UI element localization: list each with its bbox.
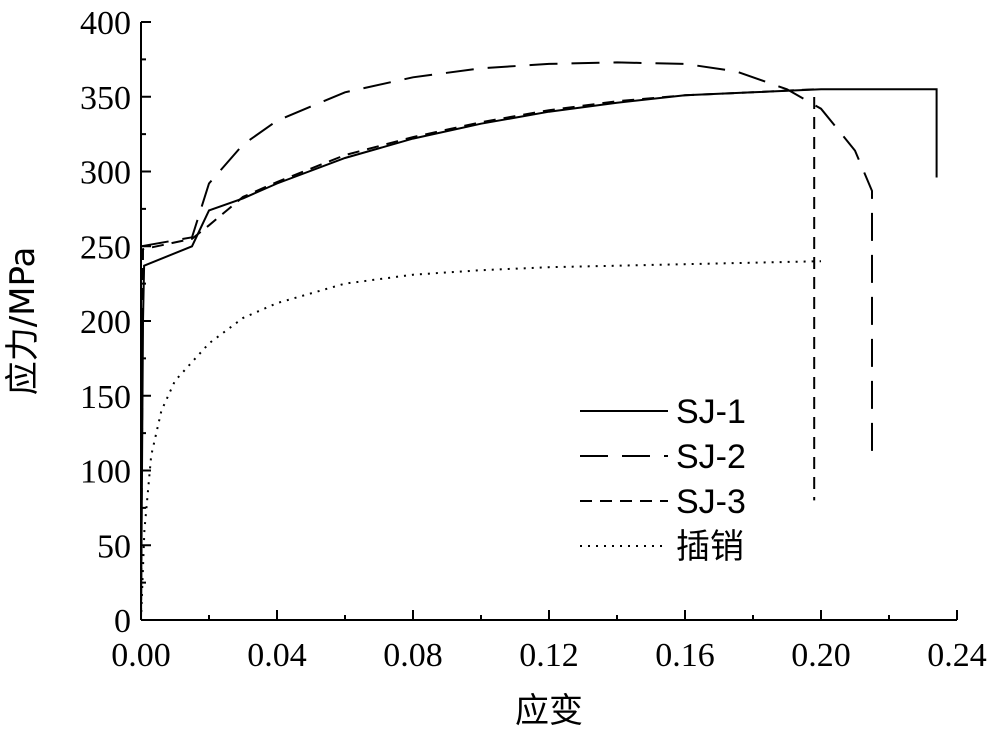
x-tick-label: 0.12 xyxy=(519,637,579,674)
x-tick-label: 0.16 xyxy=(655,637,715,674)
y-ticks: 0 50 100 150 200 250 300 350 400 xyxy=(80,5,151,640)
legend-label-1: SJ-1 xyxy=(676,393,746,431)
y-tick-label: 100 xyxy=(80,454,131,491)
legend: SJ-1 SJ-2 SJ-3 插销 xyxy=(580,393,746,567)
x-tick-label: 0.24 xyxy=(927,637,987,674)
y-tick-label: 350 xyxy=(80,80,131,117)
legend-label-2: SJ-2 xyxy=(676,438,746,476)
legend-label-3: SJ-3 xyxy=(676,483,746,521)
series-group xyxy=(140,61,938,621)
x-tick-label: 0.08 xyxy=(383,637,443,674)
legend-label-4: 插销 xyxy=(676,527,744,567)
y-tick-label: 250 xyxy=(80,229,131,266)
series-line-1 xyxy=(140,88,938,621)
y-tick-label: 150 xyxy=(80,379,131,416)
y-axis-label: 应力/MPa xyxy=(3,247,43,396)
y-tick-label: 400 xyxy=(80,5,131,42)
x-tick-label: 0.04 xyxy=(247,637,307,674)
x-axis-label: 应变 xyxy=(515,691,583,731)
y-tick-label: 200 xyxy=(80,304,131,341)
x-tick-label: 0.00 xyxy=(111,637,171,674)
series-line-2 xyxy=(140,61,873,463)
series-line-4 xyxy=(140,260,822,621)
y-tick-label: 50 xyxy=(97,528,131,565)
y-tick-label: 300 xyxy=(80,155,131,192)
x-ticks: 0.00 0.04 0.08 0.12 0.16 0.20 0.24 xyxy=(111,610,987,674)
x-tick-label: 0.20 xyxy=(791,637,851,674)
y-tick-label: 0 xyxy=(114,603,131,640)
